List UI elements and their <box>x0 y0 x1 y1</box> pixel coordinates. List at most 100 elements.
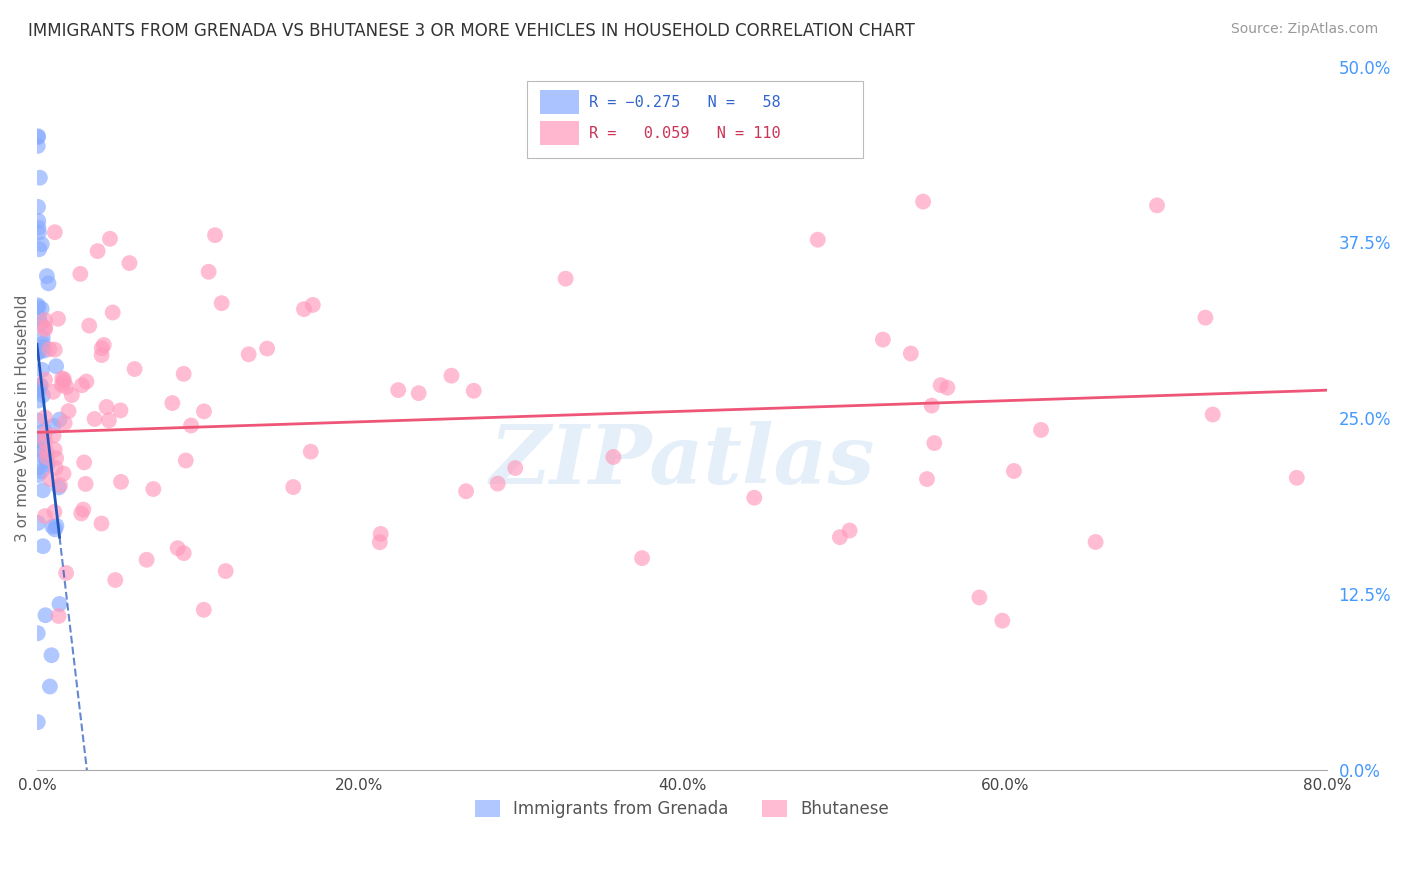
Point <box>912 194 935 209</box>
Point <box>104 573 127 587</box>
Point <box>97 413 120 427</box>
Point <box>27 300 49 314</box>
Point <box>256 342 278 356</box>
Point <box>48 609 70 624</box>
Point <box>1285 471 1308 485</box>
Point <box>34 608 56 623</box>
Text: ZIPatlas: ZIPatlas <box>489 420 875 500</box>
Point <box>34 424 56 438</box>
Point <box>969 591 991 605</box>
Point <box>370 527 392 541</box>
Point <box>463 384 485 398</box>
Point <box>44 343 66 357</box>
Point <box>31 237 53 252</box>
Point <box>872 333 894 347</box>
Point <box>42 384 65 399</box>
Point <box>211 296 233 310</box>
Point <box>38 342 60 356</box>
FancyBboxPatch shape <box>540 90 579 114</box>
Point <box>27 200 49 214</box>
Point <box>28 432 51 446</box>
Point <box>75 477 97 491</box>
Point <box>27 384 49 398</box>
Point <box>27 468 49 483</box>
Point <box>1146 198 1168 212</box>
Legend: Immigrants from Grenada, Bhutanese: Immigrants from Grenada, Bhutanese <box>468 794 896 825</box>
Point <box>90 341 112 355</box>
Point <box>193 603 215 617</box>
Point <box>27 220 49 235</box>
Point <box>41 648 63 663</box>
Point <box>142 482 165 496</box>
Point <box>32 539 55 553</box>
Point <box>45 451 67 466</box>
Point <box>408 386 430 401</box>
Point <box>30 434 52 448</box>
Point <box>55 380 77 394</box>
Point <box>35 454 58 468</box>
Point <box>48 597 70 611</box>
Point <box>31 483 53 498</box>
Point <box>755 87 778 102</box>
Point <box>34 450 56 465</box>
Point <box>35 268 58 283</box>
Point <box>197 265 219 279</box>
Point <box>166 541 188 556</box>
Point <box>72 502 94 516</box>
Point <box>456 484 478 499</box>
Point <box>39 680 62 694</box>
Point <box>34 426 56 441</box>
Point <box>387 383 409 397</box>
Point <box>368 535 391 549</box>
Point <box>37 277 59 291</box>
Point <box>48 412 70 426</box>
Point <box>921 399 943 413</box>
Point <box>39 472 62 486</box>
Point <box>503 461 526 475</box>
Point <box>118 256 141 270</box>
Point <box>75 375 97 389</box>
Point <box>27 715 49 730</box>
Point <box>1194 310 1216 325</box>
Point <box>41 519 63 533</box>
FancyBboxPatch shape <box>527 80 863 158</box>
Point <box>90 348 112 362</box>
Point <box>73 455 96 469</box>
Point <box>204 228 226 243</box>
Point <box>27 129 49 144</box>
Point <box>45 359 67 374</box>
Point <box>51 377 73 392</box>
Point <box>900 346 922 360</box>
Y-axis label: 3 or more Vehicles in Household: 3 or more Vehicles in Household <box>15 294 30 542</box>
Point <box>69 267 91 281</box>
Point <box>27 298 49 312</box>
Point <box>828 530 851 544</box>
Point <box>238 347 260 361</box>
Point <box>31 336 53 351</box>
Point <box>77 318 100 333</box>
Point <box>60 388 83 402</box>
Point <box>42 419 65 434</box>
Point <box>924 436 946 450</box>
Point <box>52 372 75 386</box>
Point <box>55 566 77 580</box>
Point <box>124 362 146 376</box>
Point <box>86 244 108 259</box>
Point <box>283 480 305 494</box>
Point <box>30 317 52 331</box>
Point <box>27 442 49 456</box>
Point <box>34 434 56 448</box>
Point <box>98 232 121 246</box>
Point <box>35 450 58 465</box>
Point <box>27 214 49 228</box>
Point <box>301 298 323 312</box>
Point <box>807 233 830 247</box>
Point <box>28 378 51 392</box>
Point <box>602 450 624 464</box>
Point <box>44 442 66 457</box>
Point <box>48 480 70 494</box>
Point <box>929 378 952 392</box>
Point <box>31 363 53 377</box>
Point <box>28 226 51 240</box>
Point <box>838 524 860 538</box>
